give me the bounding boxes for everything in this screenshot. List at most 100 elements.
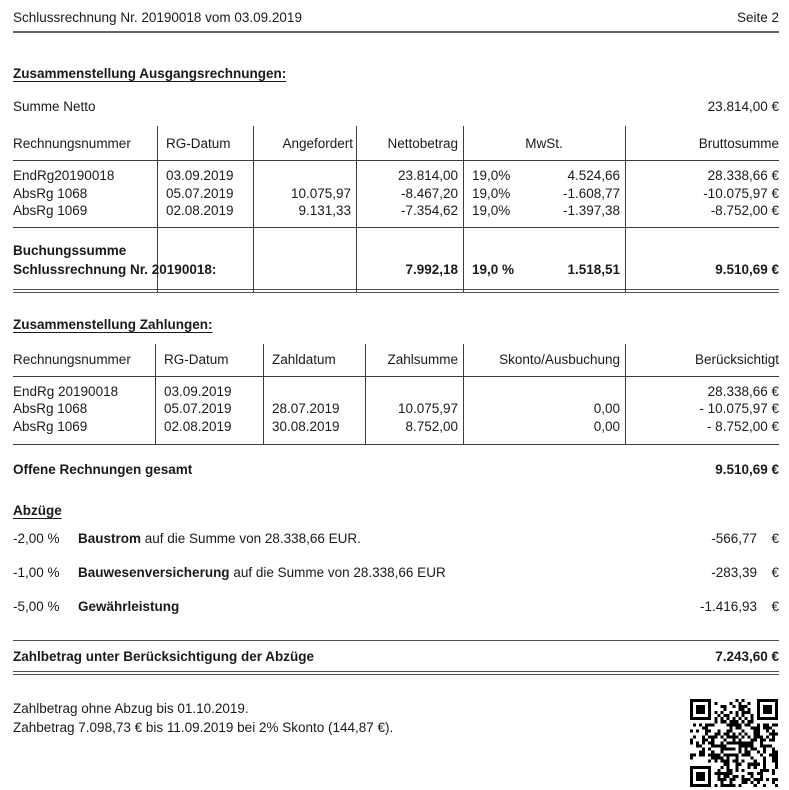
table-row: -2,00 % Baustrom auf die Summe von 28.33… (13, 531, 779, 546)
cell-mwst-prozent: 19,0% (472, 168, 511, 183)
page-number: Seite 2 (736, 10, 779, 25)
summary-netto: 7.992,18 (405, 261, 458, 277)
section-divider (13, 671, 779, 675)
summary-brutto: 9.510,69 € (715, 261, 779, 277)
zahlbetrag-value: 7.243,60 € (715, 649, 779, 664)
abzug-zusatz: auf die Summe von 28.338,66 EUR (229, 565, 446, 580)
buchungssumme-line2: Schlussrechnung Nr. 20190018: 7.992,18 1… (13, 260, 779, 280)
column-header: Rechnungsnummer (13, 352, 131, 367)
cell-rechnungsnummer: AbsRg 1068 (13, 185, 88, 201)
zahlbetrag-row: Zahlbetrag unter Berücksichtigung der Ab… (13, 641, 779, 671)
section-divider (13, 288, 779, 293)
abzug-prozent: -5,00 % (13, 599, 60, 614)
payment-term-line2: Zahbetrag 7.098,73 € bis 11.09.2019 bei … (13, 720, 394, 735)
section-title-abzuege: Abzüge (13, 503, 62, 518)
summe-netto-label: Summe Netto (13, 99, 96, 114)
offene-rechnungen-value: 9.510,69 € (715, 462, 779, 477)
cell-rg-datum: 02.08.2019 (164, 418, 232, 434)
abzug-betrag: -566,77 (711, 531, 757, 546)
offene-rechnungen-row: Offene Rechnungen gesamt 9.510,69 € (13, 462, 779, 477)
cell-rechnungsnummer: AbsRg 1068 (13, 401, 88, 416)
cell-rg-datum: 02.08.2019 (166, 203, 234, 218)
euro-sign: € (771, 565, 779, 580)
page-footer: Zahlbetrag ohne Abzug bis 01.10.2019. Za… (13, 699, 779, 787)
abzug-prozent: -2,00 % (13, 531, 60, 546)
euro-sign: € (771, 599, 779, 614)
abzug-beschreibung: Baustrom auf die Summe von 28.338,66 EUR… (78, 531, 711, 546)
offene-rechnungen-label: Offene Rechnungen gesamt (13, 462, 193, 477)
abzug-name: Gewährleistung (78, 599, 180, 614)
rule (13, 640, 779, 641)
summe-netto-value: 23.814,00 € (707, 99, 779, 114)
zahlbetrag-block: Zahlbetrag unter Berücksichtigung der Ab… (13, 640, 779, 675)
cell-zahlsumme: 8.752,00 (405, 418, 458, 434)
euro-sign: € (771, 531, 779, 546)
column-header: Angefordert (282, 135, 353, 151)
table-divider (253, 126, 254, 293)
cell-rg-datum: 05.07.2019 (166, 185, 234, 201)
cell-beruecksichtigt: - 8.752,00 € (706, 418, 779, 434)
column-header: MwSt. (525, 135, 563, 151)
cell-mwst-prozent: 19,0% (472, 185, 511, 201)
column-header: Bruttosumme (698, 135, 779, 151)
payment-terms: Zahlbetrag ohne Abzug bis 01.10.2019. Za… (13, 699, 393, 787)
table-divider (263, 343, 264, 445)
table-row: -1,00 % Bauwesenversicherung auf die Sum… (13, 565, 779, 580)
section-title-zahlungen: Zusammenstellung Zahlungen: (13, 316, 213, 332)
schlussrechnung-label: Schlussrechnung Nr. 20190018: (13, 261, 217, 277)
table-divider (625, 227, 626, 289)
table-row: EndRg 20190018 03.09.2019 28.338,66 € (13, 383, 779, 401)
page-header: Schlussrechnung Nr. 20190018 vom 03.09.2… (13, 0, 779, 33)
summe-netto-row: Summe Netto 23.814,00 € (13, 99, 779, 114)
table-row: AbsRg 1069 02.08.2019 30.08.2019 8.752,0… (13, 418, 779, 436)
abzug-betrag: -1.416,93 (699, 599, 757, 614)
cell-rechnungsnummer: EndRg20190018 (13, 168, 115, 183)
cell-nettobetrag: -7.354,62 (400, 203, 458, 218)
abzug-prozent: -1,00 % (13, 565, 60, 580)
abzug-zusatz: auf die Summe von 28.338,66 EUR. (141, 531, 361, 546)
buchungssumme-line1: Buchungssumme (13, 241, 779, 260)
cell-rechnungsnummer: AbsRg 1069 (13, 418, 88, 434)
cell-skonto (463, 383, 625, 401)
cell-mwst-betrag: -1.608,77 (562, 185, 620, 201)
buchungssumme-block: Buchungssumme Schlussrechnung Nr. 201900… (13, 227, 779, 289)
column-header: Nettobetrag (387, 135, 458, 151)
summary-mwst: 1.518,51 (567, 261, 620, 277)
cell-beruecksichtigt: 28.338,66 € (707, 383, 779, 399)
abzug-betrag: -283,39 (711, 565, 757, 580)
payment-term-line1: Zahlbetrag ohne Abzug bis 01.10.2019. (13, 701, 249, 716)
abzuege-list: -2,00 % Baustrom auf die Summe von 28.33… (13, 531, 779, 614)
cell-skonto: 0,00 (593, 418, 620, 434)
cell-rg-datum: 03.09.2019 (164, 383, 232, 399)
cell-rg-datum: 05.07.2019 (164, 401, 232, 416)
ausgangsrechnungen-table: Rechnungsnummer RG-Datum Angefordert Net… (13, 126, 779, 293)
column-header: Rechnungsnummer (13, 135, 131, 151)
qr-code-icon (690, 699, 778, 787)
table-row: AbsRg 1069 02.08.2019 9.131,33 -7.354,62… (13, 202, 779, 220)
cell-skonto: 0,00 (593, 401, 620, 416)
abzug-name: Baustrom (78, 531, 142, 546)
table-row: AbsRg 1068 05.07.2019 28.07.2019 10.075,… (13, 400, 779, 418)
abzug-beschreibung: Bauwesenversicherung auf die Summe von 2… (78, 565, 711, 580)
document-title: Schlussrechnung Nr. 20190018 vom 03.09.2… (13, 10, 302, 25)
table-body: EndRg 20190018 03.09.2019 28.338,66 € Ab… (13, 377, 779, 445)
cell-zahlsumme (365, 383, 463, 401)
table-divider (625, 126, 626, 293)
buchungssumme-label: Buchungssumme (13, 242, 127, 258)
zahlbetrag-label: Zahlbetrag unter Berücksichtigung der Ab… (13, 649, 315, 664)
table-divider (463, 227, 464, 289)
cell-angefordert: 10.075,97 (290, 185, 351, 201)
cell-nettobetrag: -8.467,20 (400, 185, 458, 201)
table-divider (463, 343, 464, 445)
cell-angefordert: 9.131,33 (298, 203, 351, 218)
table-header-row: Rechnungsnummer RG-Datum Angefordert Net… (13, 126, 779, 161)
column-header: Berücksichtigt (694, 352, 779, 367)
column-header: Zahlsumme (387, 352, 458, 367)
zahlungen-table: Rechnungsnummer RG-Datum Zahldatum Zahls… (13, 343, 779, 445)
table-divider (625, 343, 626, 445)
cell-bruttosumme: -8.752,00 € (710, 203, 779, 218)
cell-zahldatum: 28.07.2019 (272, 401, 340, 416)
table-row: AbsRg 1068 05.07.2019 10.075,97 -8.467,2… (13, 185, 779, 203)
table-divider (157, 126, 158, 293)
cell-nettobetrag: 23.814,00 (397, 168, 458, 183)
